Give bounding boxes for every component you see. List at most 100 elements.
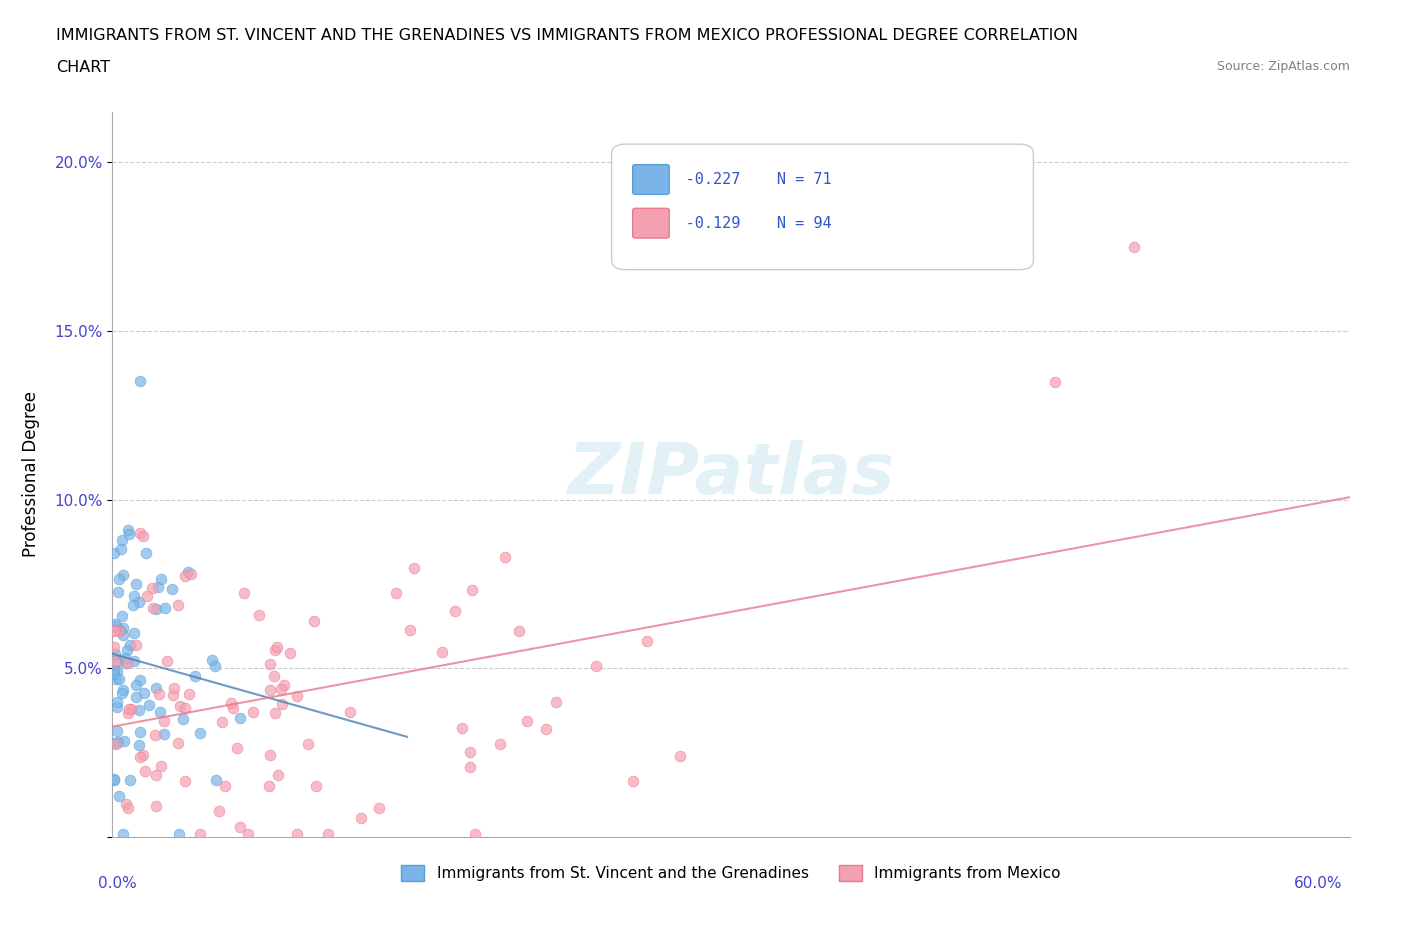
Immigrants from St. Vincent and the Grenadines	[107, 584, 129, 599]
Immigrants from Mexico	[464, 826, 486, 841]
Immigrants from St. Vincent and the Grenadines	[105, 672, 128, 687]
Immigrants from Mexico	[173, 568, 195, 583]
Immigrants from Mexico	[115, 796, 138, 811]
Immigrants from St. Vincent and the Grenadines	[103, 663, 125, 678]
Immigrants from St. Vincent and the Grenadines	[103, 667, 125, 682]
Immigrants from St. Vincent and the Grenadines	[129, 374, 152, 389]
Immigrants from Mexico	[180, 566, 202, 581]
Immigrants from St. Vincent and the Grenadines	[111, 683, 134, 698]
Immigrants from St. Vincent and the Grenadines	[160, 582, 183, 597]
Immigrants from Mexico	[285, 688, 308, 703]
Immigrants from St. Vincent and the Grenadines	[129, 724, 152, 739]
Immigrants from St. Vincent and the Grenadines	[115, 643, 138, 658]
Immigrants from St. Vincent and the Grenadines	[107, 671, 129, 686]
Immigrants from St. Vincent and the Grenadines	[104, 619, 127, 634]
Immigrants from Mexico	[585, 658, 607, 673]
Immigrants from Mexico	[145, 799, 167, 814]
Immigrants from St. Vincent and the Grenadines	[145, 602, 167, 617]
Immigrants from St. Vincent and the Grenadines	[108, 622, 131, 637]
Immigrants from St. Vincent and the Grenadines	[108, 571, 131, 586]
Immigrants from Mexico	[273, 677, 295, 692]
Text: 0.0%: 0.0%	[98, 876, 138, 891]
Immigrants from St. Vincent and the Grenadines	[135, 546, 157, 561]
Immigrants from Mexico	[233, 586, 256, 601]
Immigrants from St. Vincent and the Grenadines	[128, 737, 150, 752]
Immigrants from St. Vincent and the Grenadines	[122, 626, 145, 641]
Legend: Immigrants from St. Vincent and the Grenadines, Immigrants from Mexico: Immigrants from St. Vincent and the Gren…	[395, 859, 1067, 887]
Immigrants from Mexico	[143, 727, 166, 742]
Immigrants from Mexico	[368, 801, 391, 816]
Immigrants from Mexico	[118, 701, 141, 716]
Immigrants from Mexico	[117, 705, 139, 720]
Immigrants from Mexico	[259, 683, 281, 698]
Immigrants from Mexico	[108, 623, 131, 638]
Text: 60.0%: 60.0%	[1295, 876, 1343, 891]
Immigrants from St. Vincent and the Grenadines	[103, 736, 125, 751]
Immigrants from St. Vincent and the Grenadines	[145, 681, 167, 696]
Immigrants from Mexico	[270, 682, 292, 697]
Immigrants from St. Vincent and the Grenadines	[112, 567, 135, 582]
Immigrants from Mexico	[350, 810, 373, 825]
Immigrants from Mexico	[259, 657, 281, 671]
Immigrants from Mexico	[153, 713, 176, 728]
Immigrants from Mexico	[174, 700, 197, 715]
Immigrants from Mexico	[129, 525, 152, 540]
Immigrants from St. Vincent and the Grenadines	[107, 699, 129, 714]
Immigrants from Mexico	[1043, 374, 1066, 389]
Immigrants from Mexico	[316, 826, 339, 841]
Immigrants from Mexico	[398, 623, 420, 638]
Immigrants from Mexico	[266, 640, 288, 655]
Immigrants from Mexico	[430, 645, 453, 660]
Immigrants from St. Vincent and the Grenadines	[103, 772, 125, 787]
Immigrants from Mexico	[105, 737, 128, 751]
Immigrants from Mexico	[458, 745, 481, 760]
Immigrants from Mexico	[211, 715, 233, 730]
Immigrants from St. Vincent and the Grenadines	[167, 826, 190, 841]
Immigrants from Mexico	[214, 778, 236, 793]
Immigrants from St. Vincent and the Grenadines	[204, 773, 226, 788]
Immigrants from Mexico	[1122, 239, 1144, 254]
Immigrants from Mexico	[229, 819, 252, 834]
Immigrants from Mexico	[167, 598, 190, 613]
Immigrants from Mexico	[141, 580, 163, 595]
Immigrants from Mexico	[125, 638, 148, 653]
Text: IMMIGRANTS FROM ST. VINCENT AND THE GRENADINES VS IMMIGRANTS FROM MEXICO PROFESS: IMMIGRANTS FROM ST. VINCENT AND THE GREN…	[56, 28, 1078, 43]
Immigrants from St. Vincent and the Grenadines	[111, 685, 134, 700]
Immigrants from St. Vincent and the Grenadines	[184, 669, 207, 684]
Immigrants from Mexico	[131, 748, 153, 763]
Immigrants from St. Vincent and the Grenadines	[204, 658, 226, 673]
Immigrants from Mexico	[179, 686, 201, 701]
Text: R =  -0.227    N = 71: R = -0.227 N = 71	[640, 172, 831, 187]
Immigrants from St. Vincent and the Grenadines	[107, 654, 129, 669]
Text: ZIPatlas: ZIPatlas	[568, 440, 894, 509]
Immigrants from Mexico	[222, 700, 245, 715]
Immigrants from Mexico	[104, 622, 127, 637]
Immigrants from St. Vincent and the Grenadines	[118, 638, 141, 653]
Immigrants from Mexico	[263, 669, 285, 684]
Immigrants from St. Vincent and the Grenadines	[201, 653, 224, 668]
Immigrants from Mexico	[271, 697, 294, 711]
Immigrants from Mexico	[117, 656, 139, 671]
Immigrants from St. Vincent and the Grenadines	[150, 571, 173, 586]
Immigrants from St. Vincent and the Grenadines	[146, 579, 169, 594]
Immigrants from Mexico	[134, 764, 156, 778]
Immigrants from St. Vincent and the Grenadines	[134, 685, 156, 700]
Immigrants from St. Vincent and the Grenadines	[110, 541, 132, 556]
Immigrants from Mexico	[621, 774, 644, 789]
Immigrants from Mexico	[117, 801, 139, 816]
Immigrants from Mexico	[287, 826, 309, 841]
Immigrants from Mexico	[488, 737, 510, 751]
Immigrants from Mexico	[208, 804, 231, 818]
Immigrants from Mexico	[104, 654, 127, 669]
Immigrants from Mexico	[402, 560, 425, 575]
Immigrants from Mexico	[508, 623, 530, 638]
Immigrants from Mexico	[173, 774, 195, 789]
Immigrants from Mexico	[297, 737, 319, 751]
Immigrants from St. Vincent and the Grenadines	[108, 789, 131, 804]
Immigrants from St. Vincent and the Grenadines	[112, 734, 135, 749]
Immigrants from St. Vincent and the Grenadines	[112, 826, 135, 841]
Immigrants from Mexico	[544, 694, 567, 709]
Immigrants from St. Vincent and the Grenadines	[124, 588, 146, 603]
Immigrants from St. Vincent and the Grenadines	[103, 771, 125, 786]
Immigrants from St. Vincent and the Grenadines	[111, 609, 134, 624]
